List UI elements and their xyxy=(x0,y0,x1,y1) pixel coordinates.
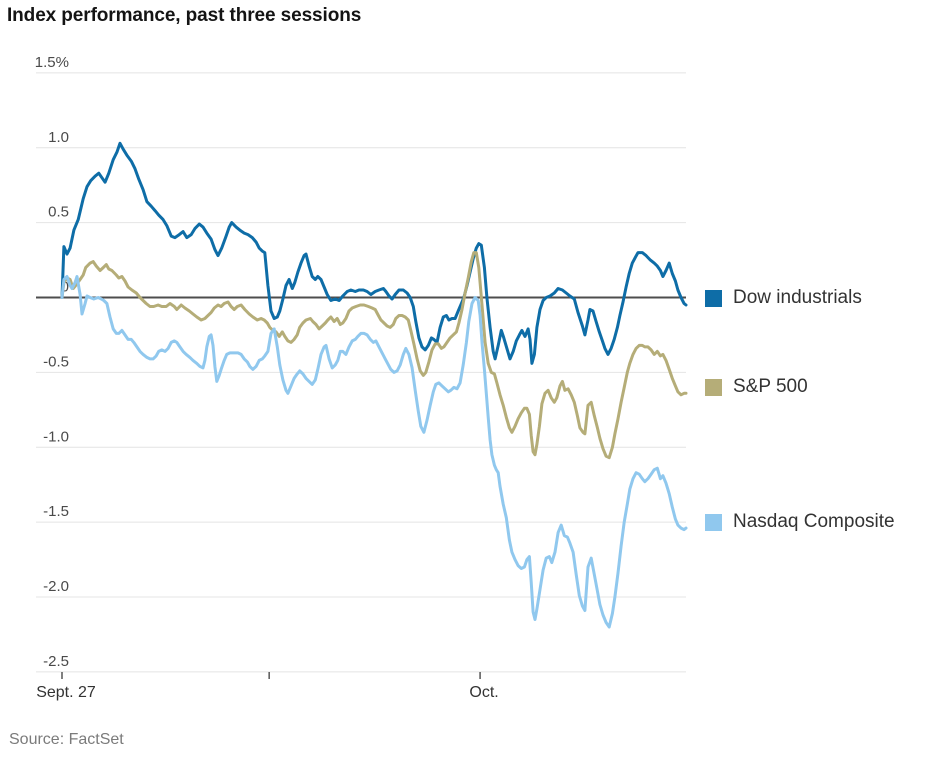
dow-swatch-icon xyxy=(705,289,722,307)
y-axis-label: -0.5 xyxy=(43,353,69,370)
legend-item-nasdaq: Nasdaq Composite xyxy=(705,511,895,533)
sp500-swatch-icon xyxy=(705,378,722,396)
dow-line xyxy=(60,141,688,365)
legend-label-dow: Dow industrials xyxy=(733,287,862,308)
y-axis-label: -2.5 xyxy=(43,653,69,670)
nasdaq-swatch-icon xyxy=(705,513,722,531)
legend-item-dow: Dow industrials xyxy=(705,287,862,309)
y-axis-label: -1.0 xyxy=(43,428,69,445)
nasdaq-line xyxy=(60,275,688,629)
sp500-line xyxy=(60,251,688,460)
y-axis-label: 0.5 xyxy=(48,204,69,221)
legend-item-sp500: S&P 500 xyxy=(705,376,808,398)
y-axis-label: 1.5% xyxy=(35,54,69,71)
legend-label-nasdaq: Nasdaq Composite xyxy=(733,511,895,532)
y-axis-label: -1.5 xyxy=(43,503,69,520)
y-axis-label: 1.0 xyxy=(48,129,69,146)
y-axis-label: -2.0 xyxy=(43,578,69,595)
x-axis-label: Oct. xyxy=(469,684,498,701)
chart-title: Index performance, past three sessions xyxy=(7,5,362,26)
x-axis-label: Sept. 27 xyxy=(36,684,96,701)
legend-label-sp500: S&P 500 xyxy=(733,376,808,397)
source-note: Source: FactSet xyxy=(9,731,124,748)
